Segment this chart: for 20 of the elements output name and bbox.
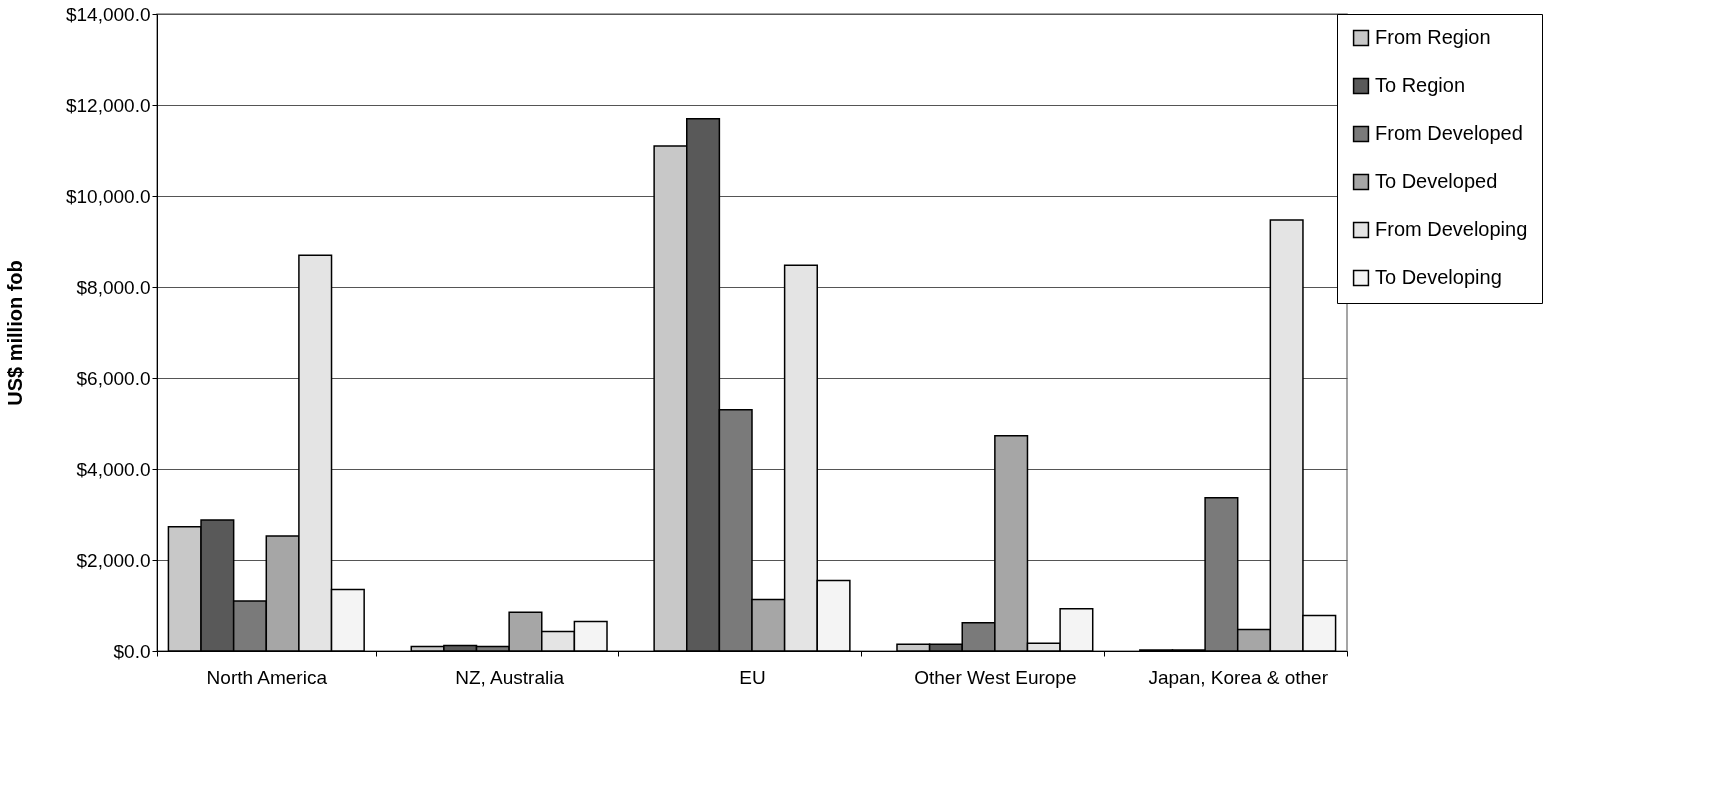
legend-label: From Developing: [1375, 218, 1528, 240]
y-tick-label: $4,000.0: [76, 458, 151, 480]
x-tick-label: NZ, Australia: [455, 666, 565, 688]
legend-label: To Region: [1375, 74, 1466, 96]
x-tick-label: EU: [739, 666, 766, 688]
y-axis-title: US$ million fob: [3, 260, 26, 406]
y-tick-label: $10,000.0: [65, 185, 151, 207]
x-tick-label: Japan, Korea & other: [1148, 666, 1329, 688]
legend-label: To Developed: [1375, 170, 1498, 192]
y-tick-label: $12,000.0: [65, 94, 151, 116]
y-tick-label: $14,000.0: [65, 3, 151, 25]
y-tick-label: $0.0: [113, 640, 151, 662]
y-tick-label: $2,000.0: [76, 549, 151, 571]
x-tick-label: Other West Europe: [914, 666, 1077, 688]
y-tick-label: $6,000.0: [76, 367, 151, 389]
legend-label: From Region: [1375, 26, 1491, 48]
y-tick-label: $8,000.0: [76, 276, 151, 298]
legend-label: To Developing: [1375, 266, 1502, 288]
x-tick-label: North America: [206, 666, 328, 688]
legend-label: From Developed: [1375, 122, 1523, 144]
